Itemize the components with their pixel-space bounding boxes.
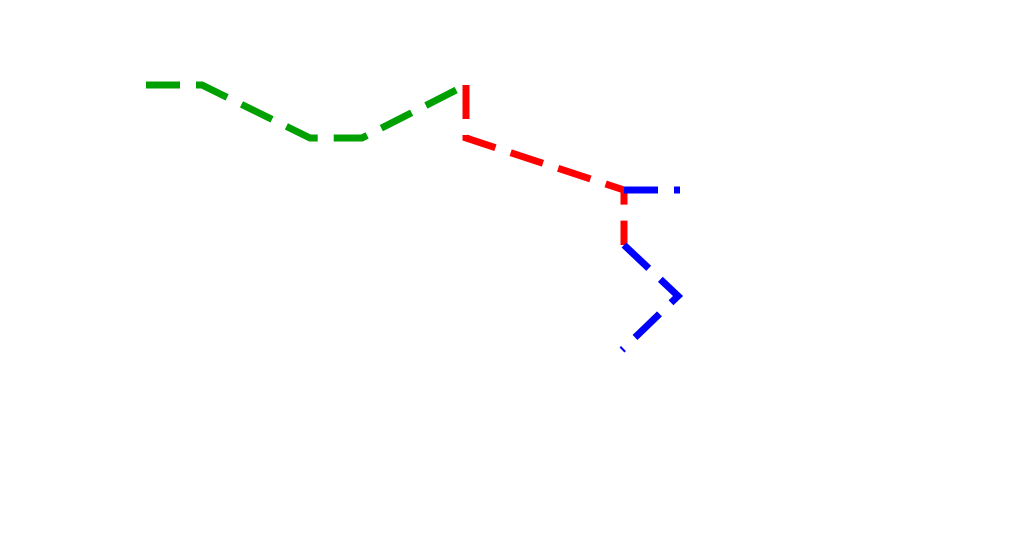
- red-dashed-path: [462, 85, 628, 245]
- green-dashed-path: [146, 81, 468, 142]
- blue-dashed-path-lower: [619, 242, 684, 353]
